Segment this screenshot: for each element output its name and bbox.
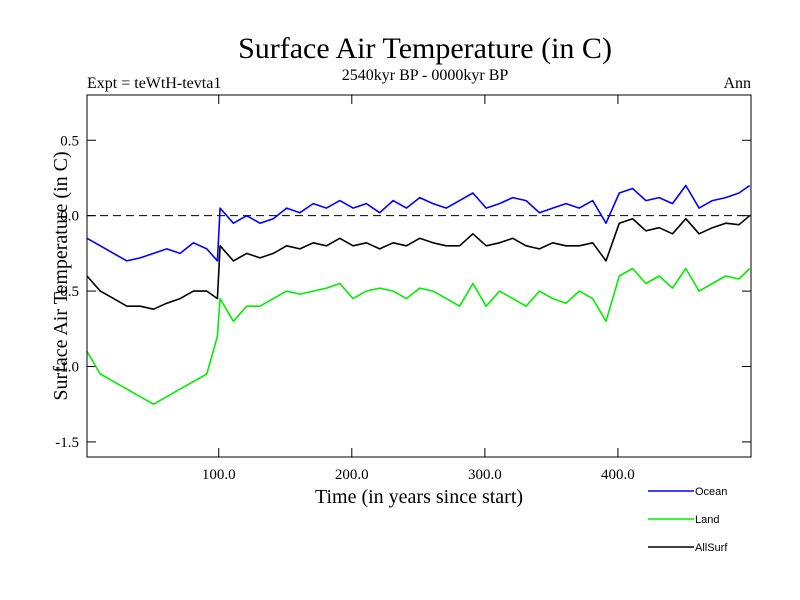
experiment-label: Expt = teWtH-tevta1 — [87, 75, 221, 92]
legend-label-ocean: Ocean — [695, 486, 727, 498]
chart-subtitle: 2540kyr BP - 0000kyr BP — [342, 67, 509, 84]
y-tick-label: -1.5 — [55, 435, 79, 451]
series-line-allsurf — [86, 215, 751, 311]
series-line-land — [86, 267, 751, 406]
legend: Ocean Land AllSurf — [648, 486, 728, 554]
chart-title: Surface Air Temperature (in C) — [238, 32, 612, 65]
x-tick-label: 400.0 — [601, 467, 635, 483]
y-tick-label: -1.0 — [55, 360, 79, 376]
legend-label-land: Land — [695, 514, 719, 526]
y-tick-label: 0.5 — [60, 133, 79, 149]
x-tick-label: 100.0 — [202, 467, 236, 483]
y-axis-label: Surface Air Temperature (in C) — [50, 151, 72, 400]
series-line-ocean — [86, 184, 751, 262]
x-tick-label: 300.0 — [468, 467, 502, 483]
plot-frame — [86, 94, 752, 458]
season-label: Ann — [723, 75, 751, 92]
x-axis-label: Time (in years since start) — [315, 486, 523, 508]
legend-label-allsurf: AllSurf — [695, 542, 728, 554]
x-tick-label: 200.0 — [335, 467, 369, 483]
y-tick-label: -0.5 — [55, 284, 79, 300]
y-tick-label: 0.0 — [60, 209, 79, 225]
